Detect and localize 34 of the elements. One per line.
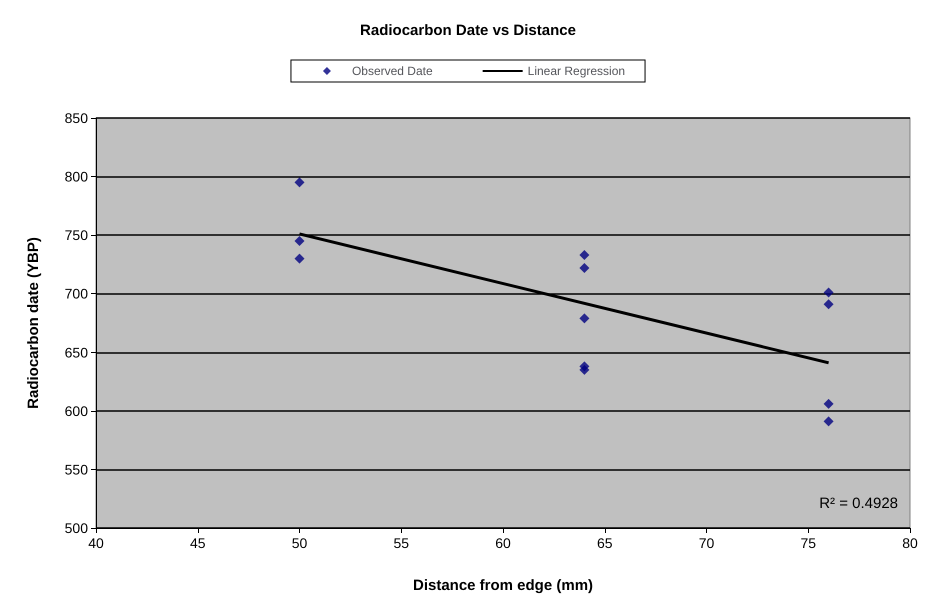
x-tick-label: 65 xyxy=(596,535,613,551)
x-tick-label: 45 xyxy=(190,535,206,551)
point xyxy=(579,313,590,324)
y-axis-title: Radiocarbon date (YBP) xyxy=(25,237,42,409)
x-tick-label: 50 xyxy=(292,535,308,551)
point xyxy=(294,254,304,264)
y-tick-label: 650 xyxy=(64,344,88,360)
point xyxy=(579,250,590,260)
x-tick-label: 40 xyxy=(88,535,104,551)
point xyxy=(579,262,590,273)
legend-label: Observed Date xyxy=(352,64,433,78)
legend-label: Linear Regression xyxy=(528,64,626,78)
point xyxy=(824,288,834,298)
y-tick-label: 500 xyxy=(64,520,88,536)
point xyxy=(824,299,834,310)
point xyxy=(824,398,834,409)
y-tick-label: 850 xyxy=(64,110,88,126)
y-tick-label: 550 xyxy=(64,461,88,478)
x-tick-label: 70 xyxy=(698,535,714,551)
annotation: R² = 0.4928 xyxy=(819,495,898,512)
x-tick-label: 55 xyxy=(393,535,410,551)
y-tick-label: 800 xyxy=(64,168,88,185)
chart-title: Radiocarbon Date vs Distance xyxy=(360,22,576,39)
point xyxy=(294,236,304,246)
x-tick-label: 80 xyxy=(902,535,918,551)
y-tick-label: 750 xyxy=(64,227,88,244)
y-tick-label: 600 xyxy=(64,402,88,419)
point xyxy=(294,177,304,188)
x-axis-title: Distance from edge (mm) xyxy=(412,577,594,594)
point xyxy=(824,416,834,426)
point xyxy=(579,364,590,375)
y-tick-label: 700 xyxy=(64,286,88,302)
x-tick-label: 75 xyxy=(800,535,816,551)
x-tick-label: 60 xyxy=(495,535,511,551)
